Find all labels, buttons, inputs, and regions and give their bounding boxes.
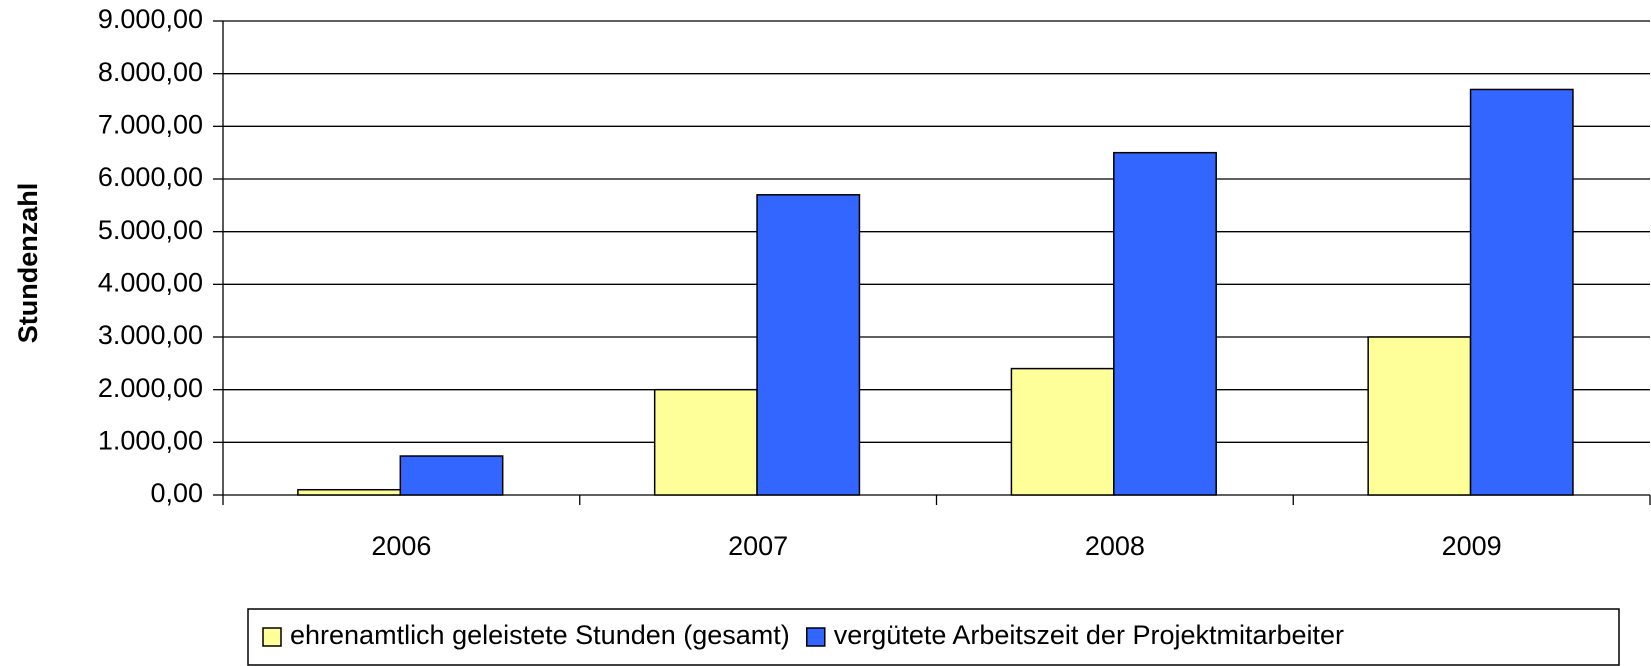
bar [1367, 336, 1472, 496]
y-tick-label: 9.000,00 [98, 4, 203, 34]
y-axis-label: Stundenzahl [13, 183, 43, 344]
x-tick-label: 2009 [1442, 531, 1502, 561]
legend-label: ehrenamtlich geleistete Stunden (gesamt) [290, 620, 790, 650]
bar [756, 194, 861, 496]
y-tick-label: 2.000,00 [98, 373, 203, 403]
legend-swatch [806, 627, 826, 647]
bar [399, 455, 504, 496]
x-tick-label: 2006 [371, 531, 431, 561]
bar [1010, 367, 1115, 496]
legend-label: vergütete Arbeitszeit der Projektmitarbe… [834, 620, 1344, 650]
y-tick-label: 0,00 [150, 478, 203, 508]
y-tick-label: 6.000,00 [98, 162, 203, 192]
bar [1469, 88, 1574, 496]
y-tick-label: 8.000,00 [98, 57, 203, 87]
bar [297, 488, 402, 496]
y-tick-label: 3.000,00 [98, 320, 203, 350]
legend-swatch [262, 627, 282, 647]
bar [653, 388, 758, 496]
y-tick-label: 4.000,00 [98, 267, 203, 297]
x-tick-label: 2008 [1085, 531, 1145, 561]
bar [1113, 151, 1217, 496]
y-tick-label: 1.000,00 [98, 425, 203, 455]
y-tick-label: 7.000,00 [98, 109, 203, 139]
y-tick-label: 5.000,00 [98, 215, 203, 245]
x-tick-label: 2007 [728, 531, 788, 561]
legend-box [247, 608, 1620, 666]
